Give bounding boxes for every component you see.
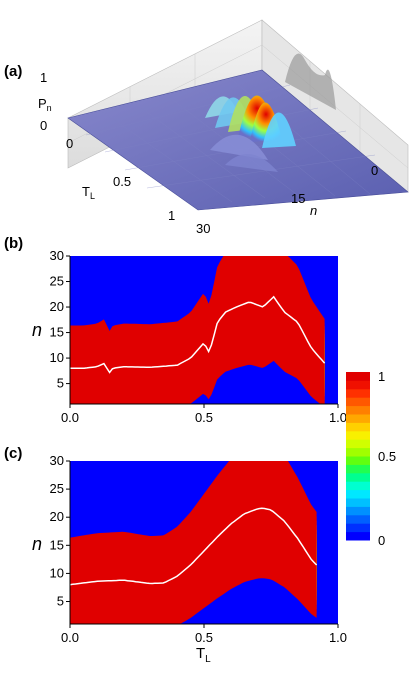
colorbar-step [346, 481, 370, 491]
heat-band [70, 461, 317, 624]
colorbar-step [346, 414, 370, 423]
heatmap-c-ylabel: n [32, 534, 42, 554]
colorbar-step [346, 456, 370, 465]
colorbar-step [346, 439, 370, 449]
x-tick-label: 0.0 [61, 630, 79, 645]
n-tick-15: 15 [291, 191, 305, 206]
colorbar-step [346, 372, 370, 381]
y-tick-label: 20 [50, 509, 64, 524]
t-tick-1: 1 [168, 208, 175, 223]
colorbar-step [346, 531, 370, 541]
colorbar-step [346, 498, 370, 507]
y-tick-label: 10 [50, 565, 64, 580]
y-tick-label: 25 [50, 274, 64, 289]
x-tick-label: 0.5 [195, 630, 213, 645]
colorbar-step [346, 388, 370, 398]
panel-a-surface: 1 0 Pn 0 0.5 1 TL 0 15 30 n [38, 19, 409, 236]
colorbar-step [346, 489, 370, 499]
colorbar-steps [346, 372, 370, 541]
y-tick-label: 30 [50, 453, 64, 468]
y-tick-label: 25 [50, 481, 64, 496]
n-tick-30: 30 [196, 221, 210, 236]
heatmap-c-xlabel: TL [196, 645, 211, 665]
x-tick-label: 0.5 [195, 410, 213, 425]
colorbar-step [346, 397, 370, 407]
colorbar-step [346, 405, 370, 415]
y-tick-label: 15 [50, 537, 64, 552]
y-tick-label: 10 [50, 350, 64, 365]
heatmap-c: 0.0 0.5 1.0 30 25 20 15 10 5 n TL [32, 453, 348, 665]
colorbar-step [346, 506, 370, 516]
y-tick-label: 5 [57, 594, 64, 609]
z-tick-1: 1 [40, 70, 47, 85]
colorbar-step [346, 380, 370, 390]
y-tick-label: 5 [57, 376, 64, 391]
heatmap-b-ticks: 0.0 0.5 1.0 30 25 20 15 10 5 [50, 248, 348, 425]
surface-peaks [205, 95, 296, 172]
y-tick-label: 20 [50, 299, 64, 314]
x-tick-label: 1.0 [329, 410, 347, 425]
heatmap-c-bands [70, 461, 317, 624]
x-tick-label: 0.0 [61, 410, 79, 425]
colorbar-step [346, 447, 370, 457]
y-tick-label: 30 [50, 248, 64, 263]
heatmap-b: 0.0 0.5 1.0 30 25 20 15 10 5 n [32, 248, 348, 425]
heatmap-b-peak-line [70, 295, 326, 374]
z-tick-0: 0 [40, 118, 47, 133]
colorbar-tick-0: 0 [378, 533, 385, 548]
panel-label-a: (a) [4, 63, 22, 80]
colorbar-step [346, 430, 370, 440]
heatmap-c-peak-line [69, 507, 318, 586]
colorbar: 1 0.5 0 [346, 369, 396, 548]
t-axis-label: TL [82, 184, 95, 201]
colorbar-tick-0.5: 0.5 [378, 449, 396, 464]
t-tick-0.5: 0.5 [113, 174, 131, 189]
colorbar-step [346, 514, 370, 524]
colorbar-step [346, 523, 370, 533]
colorbar-tick-1: 1 [378, 369, 385, 384]
t-tick-0: 0 [66, 136, 73, 151]
heatmap-c-ticks: 0.0 0.5 1.0 30 25 20 15 10 5 [50, 453, 348, 645]
colorbar-step [346, 472, 370, 482]
colorbar-step [346, 464, 370, 474]
n-axis-label: n [310, 203, 317, 218]
x-tick-label: 1.0 [329, 630, 347, 645]
panel-label-b: (b) [4, 235, 23, 252]
surface-wall-shadow [285, 53, 336, 110]
n-tick-0: 0 [371, 163, 378, 178]
y-tick-label: 15 [50, 325, 64, 340]
panel-label-c: (c) [4, 445, 22, 462]
heatmap-b-ylabel: n [32, 320, 42, 340]
colorbar-step [346, 422, 370, 432]
z-axis-label: Pn [38, 96, 52, 113]
